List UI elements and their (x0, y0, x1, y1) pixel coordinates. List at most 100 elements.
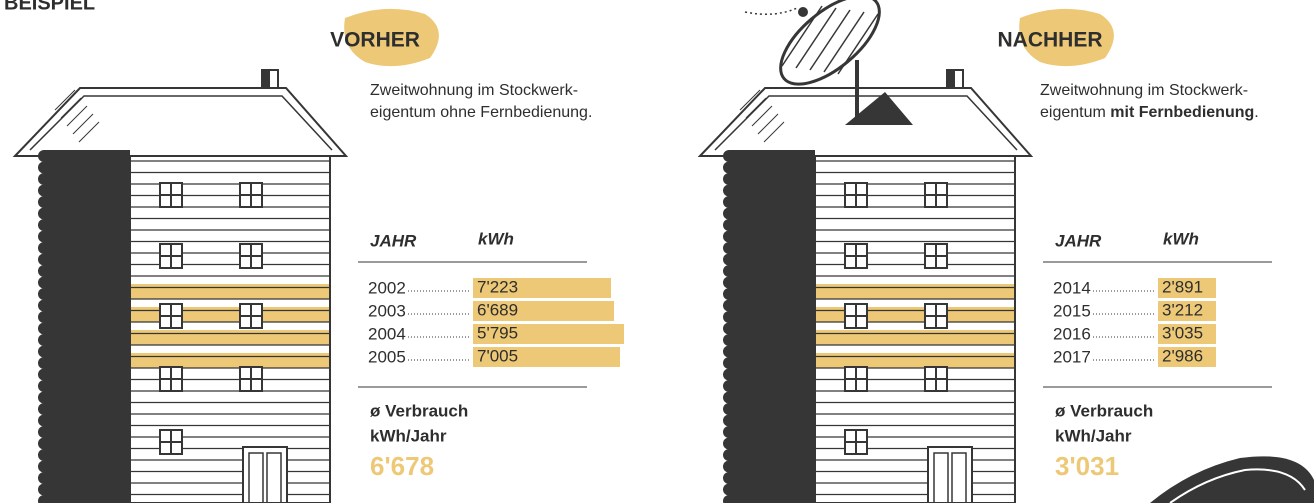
year: 2005 (368, 347, 406, 366)
log-end (38, 196, 50, 208)
kwh-value: 7'005 (477, 346, 518, 365)
description-text: Zweitwohnung im Stockwerk- (370, 82, 578, 99)
kwh-value: 5'795 (477, 323, 518, 342)
log-end (723, 403, 735, 415)
log-end (38, 288, 50, 300)
year: 2003 (368, 301, 406, 320)
log-end (38, 472, 50, 484)
highlight-band (131, 330, 329, 345)
year: 2014 (1053, 278, 1091, 297)
average-label: ø Verbrauch (1055, 401, 1153, 420)
log-end (38, 346, 50, 358)
description-line: eigentum mit Fernbedienung. (1040, 104, 1259, 121)
average-value: 6'678 (370, 451, 434, 481)
log-end (723, 472, 735, 484)
column-header: kWh (1163, 229, 1199, 248)
log-end (723, 346, 735, 358)
average-label: ø Verbrauch (370, 401, 468, 420)
log-end (723, 392, 735, 404)
log-end (723, 311, 735, 323)
log-end (723, 150, 735, 162)
description-line: eigentum ohne Fernbedienung. (370, 104, 592, 121)
house (15, 70, 346, 503)
kwh-value: 2'986 (1162, 346, 1203, 365)
kwh-value: 6'689 (477, 300, 518, 319)
log-end (723, 254, 735, 266)
log-end (723, 300, 735, 312)
log-end (38, 185, 50, 197)
log-end (723, 357, 735, 369)
column-header: JAHR (370, 231, 417, 250)
description-line: Zweitwohnung im Stockwerk- (1040, 82, 1248, 99)
average-label: kWh/Jahr (1055, 426, 1132, 445)
log-end (723, 162, 735, 174)
description-text: Zweitwohnung im Stockwerk- (1040, 82, 1248, 99)
log-end (38, 300, 50, 312)
log-end (38, 150, 50, 162)
log-end (723, 288, 735, 300)
log-end (38, 265, 50, 277)
log-end (723, 461, 735, 473)
log-end (723, 438, 735, 450)
kwh-value: 3'212 (1162, 300, 1203, 319)
log-end (723, 219, 735, 231)
log-end (38, 231, 50, 243)
highlight-band (131, 353, 329, 368)
log-end (723, 323, 735, 335)
log-end (723, 242, 735, 254)
log-end (38, 311, 50, 323)
log-end (723, 173, 735, 185)
column-header: JAHR (1055, 231, 1102, 250)
log-end (38, 254, 50, 266)
log-end (723, 380, 735, 392)
log-end (38, 242, 50, 254)
log-end (38, 484, 50, 496)
log-end (38, 415, 50, 427)
log-end (38, 219, 50, 231)
year: 2002 (368, 278, 406, 297)
log-end (38, 449, 50, 461)
kwh-value: 2'891 (1162, 277, 1203, 296)
log-end (723, 196, 735, 208)
description-text: eigentum ohne Fernbedienung. (370, 104, 592, 121)
average-label: kWh/Jahr (370, 426, 447, 445)
log-end (38, 162, 50, 174)
log-end (723, 277, 735, 289)
log-end (723, 265, 735, 277)
header-title: BEISPIEL (4, 0, 95, 14)
average-value: 3'031 (1055, 451, 1119, 481)
dish-feed (798, 7, 808, 17)
year: 2016 (1053, 324, 1091, 343)
highlight-band (131, 284, 329, 299)
log-end (38, 380, 50, 392)
log-end (723, 208, 735, 220)
year: 2015 (1053, 301, 1091, 320)
log-end (38, 403, 50, 415)
description-text: . (1254, 104, 1258, 121)
panel-label: VORHER (330, 29, 420, 52)
log-end (723, 415, 735, 427)
infographic: BEISPIEL VORHER Zweitwohnung im Stockwerk-… (0, 0, 1314, 503)
log-end (723, 231, 735, 243)
year: 2004 (368, 324, 406, 343)
log-end (38, 208, 50, 220)
log-end (38, 357, 50, 369)
log-end (38, 173, 50, 185)
log-end (723, 484, 735, 496)
log-end (723, 449, 735, 461)
log-end (723, 185, 735, 197)
description-text: mit Fernbedienung (1110, 104, 1254, 121)
kwh-value: 3'035 (1162, 323, 1203, 342)
log-end (38, 392, 50, 404)
column-header: kWh (478, 229, 514, 248)
log-end (38, 323, 50, 335)
highlight-band (816, 353, 1014, 368)
log-column (729, 150, 815, 503)
log-end (38, 438, 50, 450)
log-end (723, 426, 735, 438)
log-end (38, 277, 50, 289)
log-end (723, 334, 735, 346)
description-line: Zweitwohnung im Stockwerk- (370, 82, 578, 99)
log-end (723, 369, 735, 381)
highlight-band (816, 330, 1014, 345)
